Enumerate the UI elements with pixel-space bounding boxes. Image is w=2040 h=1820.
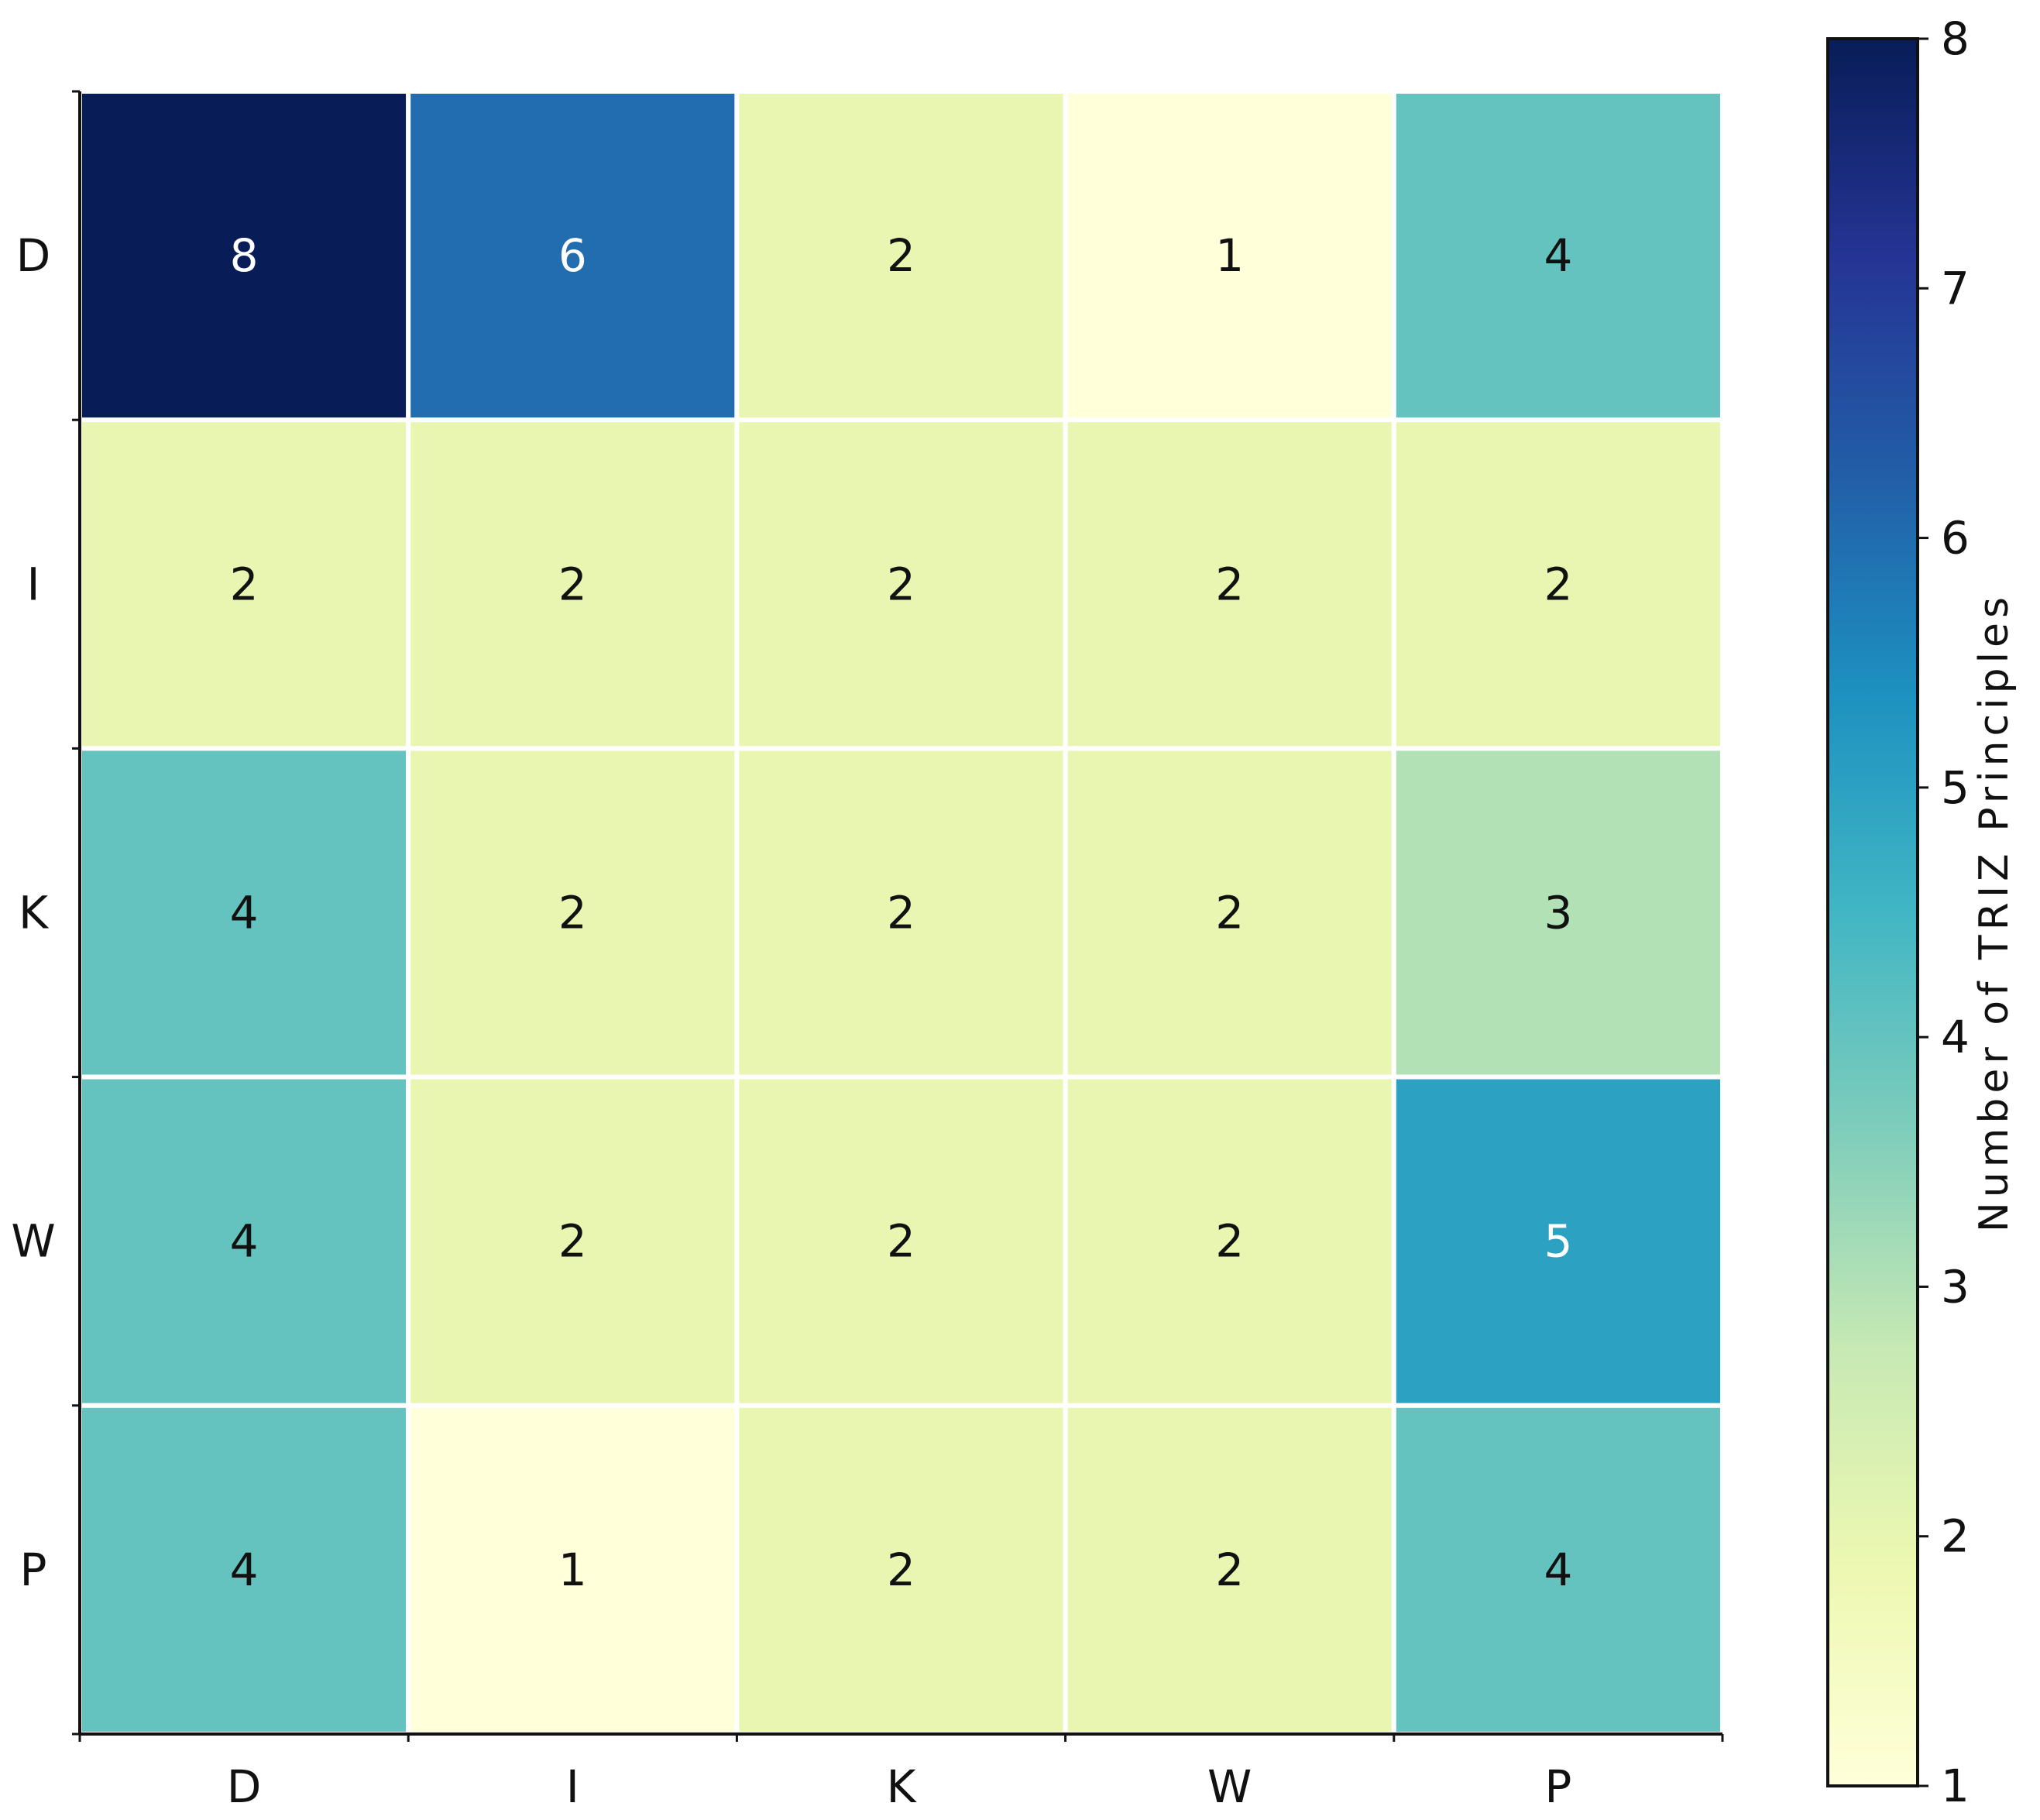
cell-value-label: 2 <box>887 1215 915 1268</box>
y-tick-label: I <box>26 558 39 610</box>
heatmap-cell-K-I <box>406 746 740 1080</box>
heatmap-axes: D I K W P D I K W P <box>11 90 1724 1813</box>
x-tick-label: I <box>566 1760 579 1813</box>
heatmap-cell-W-P <box>1391 1074 1726 1408</box>
heatmap-cell-P-P <box>1391 1403 1726 1737</box>
heatmap-cell-P-K <box>734 1403 1068 1737</box>
cell-value-label: 2 <box>887 887 915 939</box>
cell-value-label: 3 <box>1544 887 1572 939</box>
cell-value-label: 2 <box>1215 558 1244 610</box>
cell-value-label: 2 <box>887 558 915 610</box>
cell-value-label: 2 <box>887 229 915 282</box>
heatmap-cell-D-K <box>734 89 1068 423</box>
cell-value-label: 1 <box>1215 229 1244 282</box>
heatmap-cell-W-W <box>1063 1074 1396 1408</box>
cell-value-label: 4 <box>230 887 259 939</box>
heatmap-cell-I-D <box>77 417 411 751</box>
colorbar-tick-label: 5 <box>1941 761 1970 814</box>
cell-value-label: 4 <box>1544 1544 1572 1596</box>
colorbar-label: Number of TRIZ Principles <box>1971 592 2018 1232</box>
heatmap-cell-K-W <box>1063 746 1396 1080</box>
x-tick-label: D <box>227 1760 262 1813</box>
cell-value-label: 2 <box>1215 1544 1244 1596</box>
heatmap-cell-P-I <box>406 1403 740 1737</box>
cell-value-label: 1 <box>558 1544 587 1596</box>
x-tick-label: P <box>1544 1760 1571 1813</box>
colorbar-tick-label: 3 <box>1941 1260 1970 1313</box>
y-tick-label: D <box>16 229 51 282</box>
heatmap-cell-D-I <box>406 89 740 423</box>
cell-value-label: 2 <box>558 558 587 610</box>
cell-value-label: 4 <box>1544 229 1572 282</box>
colorbar-gradient <box>1826 37 1919 1787</box>
colorbar: 1 2 3 4 5 6 7 8 Number of TRIZ Principles <box>1826 12 2018 1812</box>
colorbar-tick-label: 4 <box>1941 1011 1970 1063</box>
heatmap-cell-P-D <box>77 1403 411 1737</box>
colorbar-tick-label: 7 <box>1941 262 1970 314</box>
cell-value-label: 2 <box>558 1215 587 1268</box>
y-tick-label: W <box>11 1215 55 1268</box>
heatmap-cell-W-K <box>734 1074 1068 1408</box>
heatmap-cells: 8 6 2 1 4 2 2 2 2 2 4 2 2 2 3 4 2 2 2 5 4 1 2 2 4 <box>77 89 1726 1737</box>
colorbar-tick-label: 8 <box>1941 12 1970 65</box>
heatmap-cell-I-P <box>1391 417 1726 751</box>
colorbar-tick-label: 1 <box>1941 1760 1970 1812</box>
cell-value-label: 2 <box>887 1544 915 1596</box>
colorbar-tick-label: 2 <box>1941 1510 1970 1563</box>
colorbar-tick-label: 6 <box>1941 512 1970 565</box>
heatmap-cell-W-I <box>406 1074 740 1408</box>
cell-value-label: 2 <box>1215 1215 1244 1268</box>
cell-value-label: 2 <box>230 558 259 610</box>
cell-value-label: 5 <box>1544 1215 1572 1268</box>
cell-value-label: 4 <box>230 1544 259 1596</box>
y-tick-label: P <box>20 1544 47 1596</box>
heatmap-cell-D-D <box>77 89 411 423</box>
cell-value-label: 2 <box>1544 558 1572 610</box>
cell-value-label: 2 <box>1215 887 1244 939</box>
cell-value-label: 2 <box>558 887 587 939</box>
cell-value-label: 8 <box>230 229 259 282</box>
heatmap-cell-D-W <box>1063 89 1396 423</box>
heatmap-cell-K-P <box>1391 746 1726 1080</box>
x-tick-label: K <box>886 1760 917 1813</box>
cell-value-label: 6 <box>558 229 587 282</box>
x-tick-label: W <box>1207 1760 1252 1813</box>
cell-value-label: 4 <box>230 1215 259 1268</box>
heatmap-cell-I-K <box>734 417 1068 751</box>
y-tick-label: K <box>19 887 50 939</box>
